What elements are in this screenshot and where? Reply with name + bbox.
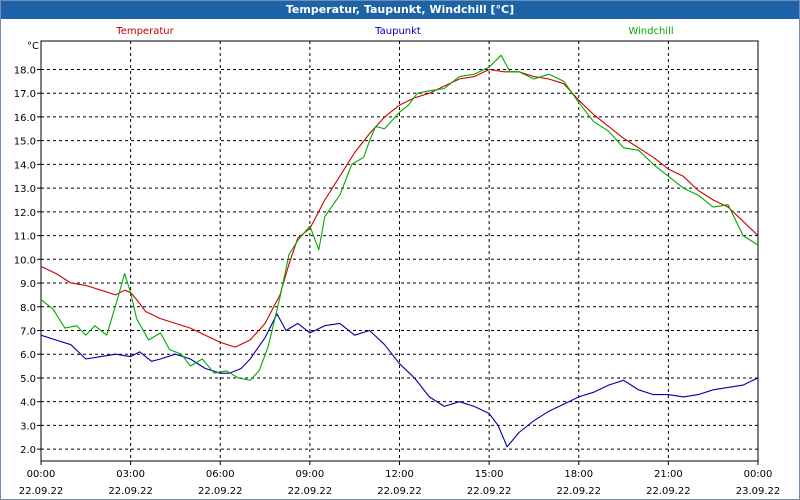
- x-tick-time: 06:00: [206, 469, 235, 480]
- x-tick-date: 22.09.22: [288, 486, 333, 497]
- y-tick-label: 7.0: [20, 326, 36, 337]
- y-tick-label: 10.0: [14, 255, 36, 266]
- legend: Temperatur Taupunkt Windchill: [115, 26, 673, 37]
- y-tick-label: 18.0: [14, 65, 36, 76]
- x-tick-time: 21:00: [654, 469, 683, 480]
- x-tick-date: 22.09.22: [19, 486, 64, 497]
- x-tick-date: 22.09.22: [377, 486, 422, 497]
- x-tick-date: 22.09.22: [467, 486, 512, 497]
- series-lines: [40, 54, 759, 448]
- y-axis-ticks: 2.0 3.0 4.0 5.0 6.0 7.0 8.0 9.0 10.0 11.0 12.0 13.0…: [14, 65, 41, 456]
- y-axis-unit-label: °C: [27, 41, 39, 52]
- x-tick-date: 23.09.22: [736, 486, 781, 497]
- grid-lines: [41, 41, 758, 461]
- y-tick-label: 16.0: [14, 113, 36, 124]
- y-tick-label: 4.0: [20, 398, 36, 409]
- series-line-taupunkt: [40, 313, 759, 448]
- x-tick-time: 00:00: [744, 469, 773, 480]
- x-tick-time: 15:00: [475, 469, 504, 480]
- y-tick-label: 3.0: [20, 421, 36, 432]
- y-tick-label: 13.0: [14, 184, 36, 195]
- y-tick-label: 17.0: [14, 89, 36, 100]
- y-tick-label: 15.0: [14, 137, 36, 148]
- y-tick-label: 2.0: [20, 445, 36, 456]
- y-tick-label: 14.0: [14, 160, 36, 171]
- legend-entry-windchill: Windchill: [628, 26, 673, 37]
- y-tick-label: 6.0: [20, 350, 36, 361]
- x-tick-time: 00:00: [27, 469, 56, 480]
- y-tick-label: 9.0: [20, 279, 36, 290]
- x-tick-time: 12:00: [385, 469, 414, 480]
- legend-entry-taupunkt: Taupunkt: [374, 26, 421, 37]
- x-tick-date: 22.09.22: [556, 486, 601, 497]
- x-tick-time: 03:00: [116, 469, 145, 480]
- x-tick-time: 18:00: [564, 469, 593, 480]
- series-line-temperatur: [40, 68, 759, 348]
- x-tick-date: 22.09.22: [108, 486, 153, 497]
- x-tick-time: 09:00: [295, 469, 324, 480]
- x-tick-date: 22.09.22: [198, 486, 243, 497]
- x-axis-ticks: 00:00 22.09.22 03:00 22.09.22 06:00 22.09.22 0…: [19, 461, 781, 497]
- y-tick-label: 11.0: [14, 232, 36, 243]
- y-tick-label: 5.0: [20, 374, 36, 385]
- series-line-windchill: [40, 54, 759, 381]
- x-tick-date: 22.09.22: [646, 486, 691, 497]
- y-tick-label: 8.0: [20, 303, 36, 314]
- y-tick-label: 12.0: [14, 208, 36, 219]
- chart-title: Temperatur, Taupunkt, Windchill [°C]: [1, 1, 799, 19]
- legend-entry-temperatur: Temperatur: [115, 26, 174, 37]
